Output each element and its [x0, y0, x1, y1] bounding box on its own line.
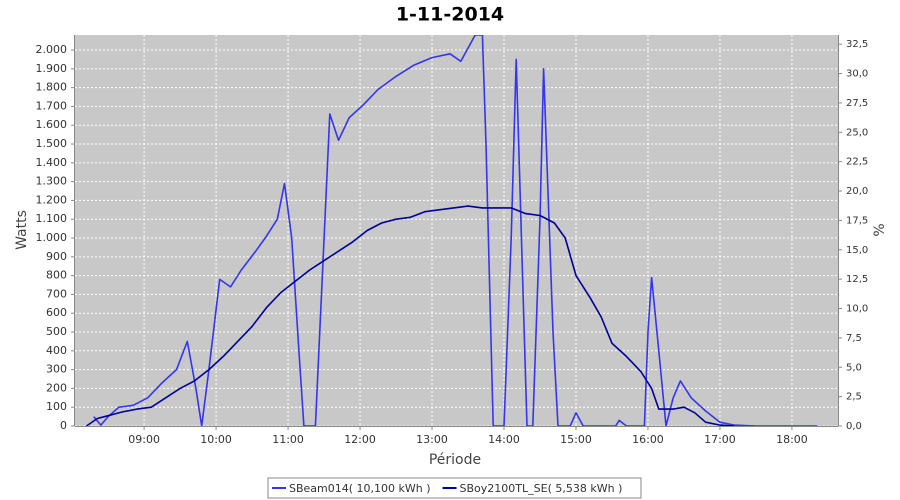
x-tick-label: 16:00	[632, 433, 664, 446]
y-tick-label: 1.600	[36, 118, 68, 131]
x-tick-label: 09:00	[128, 433, 160, 446]
y-tick-label: 1.800	[36, 81, 68, 94]
y2-tick-label: 15,0	[846, 245, 868, 256]
y-tick-label: 300	[46, 363, 67, 376]
y-tick-label: 1.700	[36, 99, 68, 112]
y2-tick-label: 2,5	[846, 392, 862, 403]
y2-tick-label: 0,0	[846, 421, 862, 432]
x-axis-label: Période	[429, 452, 481, 468]
y-tick-label: 100	[46, 400, 67, 413]
y-tick-label: 1.500	[36, 137, 68, 150]
y-tick-label: 1.400	[36, 156, 68, 169]
y-tick-label: 1.200	[36, 193, 68, 206]
y2-tick-label: 17,5	[846, 215, 868, 226]
y-tick-label: 700	[46, 287, 67, 300]
x-tick-label: 14:00	[488, 433, 520, 446]
y-tick-label: 1.300	[36, 175, 68, 188]
y-tick-label: 600	[46, 306, 67, 319]
x-tick-label: 11:00	[272, 433, 304, 446]
x-tick-label: 13:00	[416, 433, 448, 446]
y2-tick-label: 30,0	[846, 69, 868, 80]
legend-label: SBeam014( 10,100 kWh )	[289, 482, 431, 495]
x-tick-label: 15:00	[560, 433, 592, 446]
y2-tick-label: 27,5	[846, 98, 868, 109]
series-line	[86, 205, 735, 426]
y2-axis-label: %	[872, 223, 888, 236]
y2-tick-label: 32,5	[846, 39, 868, 50]
y2-tick-label: 10,0	[846, 304, 868, 315]
y-tick-label: 2.000	[36, 43, 68, 56]
legend-label: SBoy2100TL_SE( 5,538 kWh )	[460, 482, 623, 495]
y-tick-label: 1.900	[36, 62, 68, 75]
x-tick-label: 18:00	[776, 433, 808, 446]
chart-title: 1-11-2014	[396, 4, 504, 26]
y-tick-label: 0	[60, 419, 67, 432]
grid	[75, 35, 838, 427]
lines	[86, 35, 818, 426]
y2-tick-label: 12,5	[846, 274, 868, 285]
plot-area	[75, 35, 838, 426]
y2-tick-label: 25,0	[846, 127, 868, 138]
y-tick-label: 1.000	[36, 231, 68, 244]
y-tick-label: 800	[46, 269, 67, 282]
y2-tick-label: 5,0	[846, 362, 862, 373]
y-tick-label: 400	[46, 344, 67, 357]
x-tick-label: 12:00	[344, 433, 376, 446]
y-tick-label: 900	[46, 250, 67, 263]
y-tick-label: 1.100	[36, 212, 68, 225]
y-tick-label: 500	[46, 325, 67, 338]
y-axis-label: Watts	[14, 210, 30, 250]
x-tick-label: 10:00	[200, 433, 232, 446]
x-tick-label: 17:00	[704, 433, 736, 446]
y2-tick-label: 7,5	[846, 333, 862, 344]
y2-tick-label: 22,5	[846, 157, 868, 168]
y2-tick-label: 20,0	[846, 186, 868, 197]
y-tick-label: 200	[46, 381, 67, 394]
